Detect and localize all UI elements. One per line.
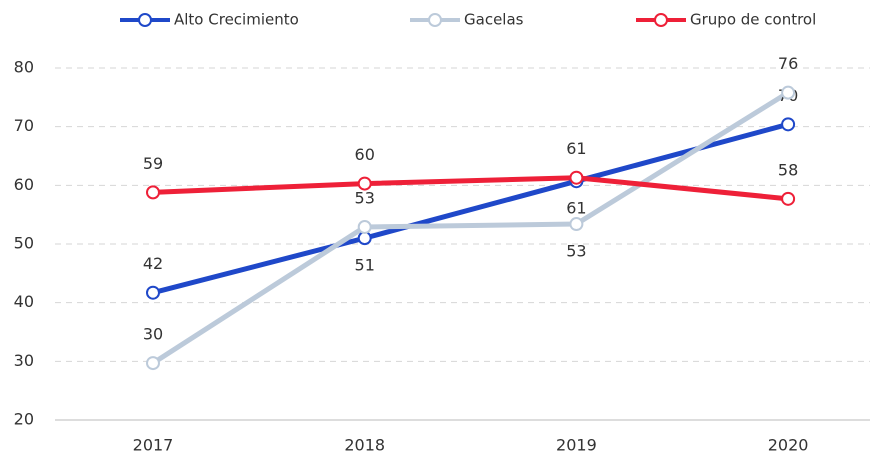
legend-label: Grupo de control <box>690 11 816 29</box>
data-label: 59 <box>143 154 163 173</box>
data-label: 61 <box>566 139 586 158</box>
series-line <box>152 175 789 202</box>
x-tick-label: 2017 <box>133 436 174 455</box>
data-label: 53 <box>566 242 586 261</box>
data-point <box>146 185 160 200</box>
legend-marker <box>428 13 442 27</box>
data-point <box>569 170 584 185</box>
legend-label: Gacelas <box>464 11 524 29</box>
data-point <box>146 356 160 371</box>
data-point <box>357 176 372 191</box>
data-label: 76 <box>778 54 798 73</box>
data-point <box>781 85 796 100</box>
data-label: 53 <box>355 188 375 207</box>
y-tick-label: 60 <box>14 175 34 194</box>
data-label: 60 <box>355 145 375 164</box>
legend-marker <box>654 13 668 27</box>
data-label: 61 <box>566 199 586 218</box>
y-tick-label: 30 <box>14 351 34 370</box>
y-tick-label: 70 <box>14 116 34 135</box>
series-line <box>152 121 789 296</box>
x-tick-label: 2018 <box>344 436 385 455</box>
y-tick-label: 80 <box>14 58 34 77</box>
data-point <box>781 117 796 132</box>
x-tick-label: 2019 <box>556 436 597 455</box>
data-label: 30 <box>143 325 163 344</box>
x-tick-label: 2020 <box>768 436 809 455</box>
data-point <box>569 217 584 232</box>
legend-label: Alto Crecimiento <box>174 11 299 29</box>
legend-marker <box>138 13 152 27</box>
y-tick-label: 40 <box>14 292 34 311</box>
data-label: 51 <box>355 256 375 275</box>
series-line <box>151 90 790 366</box>
y-tick-label: 50 <box>14 234 34 253</box>
data-label: 58 <box>778 160 798 179</box>
data-point <box>146 285 160 300</box>
data-label: 42 <box>143 254 163 273</box>
data-point <box>781 191 796 206</box>
y-tick-label: 20 <box>14 410 34 429</box>
data-point <box>357 219 372 234</box>
